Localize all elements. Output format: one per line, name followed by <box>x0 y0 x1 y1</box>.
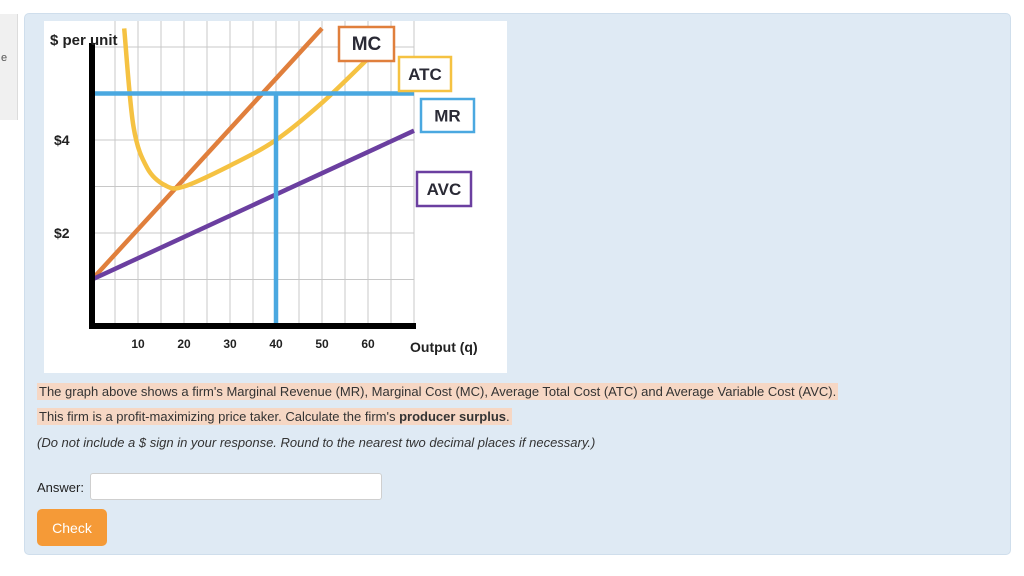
x-tick-label: 40 <box>269 337 283 351</box>
question-line2-highlight: This firm is a profit-maximizing price t… <box>37 408 512 425</box>
legend-box-atc <box>397 55 453 93</box>
question-line2-suffix: . <box>506 409 510 424</box>
y-tick-label: $2 <box>54 225 70 241</box>
answer-input[interactable] <box>90 473 382 500</box>
chart-labels: $ per unit Output (q) 10 20 30 40 50 60 $4 $2 MC AT… <box>50 25 478 355</box>
check-button[interactable]: Check <box>37 509 107 546</box>
legend-box-mc <box>337 25 396 63</box>
avc-line <box>91 128 415 282</box>
answer-label: Answer: <box>37 480 84 495</box>
x-tick-label: 20 <box>177 337 191 351</box>
x-tick-label: 10 <box>131 337 145 351</box>
question-line2-prefix: This firm is a profit-maximizing price t… <box>39 409 400 424</box>
series-label-mr: MR <box>434 107 460 126</box>
cost-curves-chart: $ per unit Output (q) 10 20 30 40 50 60 $4 $2 MC AT… <box>44 21 507 373</box>
chart-grid <box>92 21 415 326</box>
x-tick-label: 50 <box>315 337 329 351</box>
series-label-avc: AVC <box>427 180 462 199</box>
question-line1-highlight: The graph above shows a firm's Marginal … <box>37 383 839 400</box>
question-instructions: (Do not include a $ sign in your respons… <box>37 435 596 450</box>
chart-series <box>90 26 415 326</box>
question-text-line1: The graph above shows a firm's Marginal … <box>37 383 839 401</box>
series-label-mc: MC <box>352 34 382 55</box>
chart-axes <box>89 43 416 329</box>
question-text-line2: This firm is a profit-maximizing price t… <box>37 408 512 426</box>
legend-box-mr <box>419 97 476 134</box>
mc-curve <box>90 26 324 282</box>
series-label-atc: ATC <box>408 65 442 84</box>
y-tick-label: $4 <box>54 132 70 148</box>
x-tick-label: 60 <box>361 337 375 351</box>
x-axis-label: Output (q) <box>410 339 478 355</box>
x-tick-label: 30 <box>223 337 237 351</box>
producer-surplus-emphasis: producer surplus <box>399 409 506 424</box>
side-tab-glyph: e <box>1 52 8 64</box>
side-panel-tab[interactable]: e <box>0 14 18 120</box>
legend-box-avc <box>415 170 473 208</box>
atc-curve <box>121 28 370 191</box>
y-axis-label: $ per unit <box>50 32 118 49</box>
